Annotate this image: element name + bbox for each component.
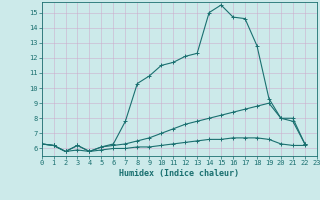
X-axis label: Humidex (Indice chaleur): Humidex (Indice chaleur) (119, 169, 239, 178)
